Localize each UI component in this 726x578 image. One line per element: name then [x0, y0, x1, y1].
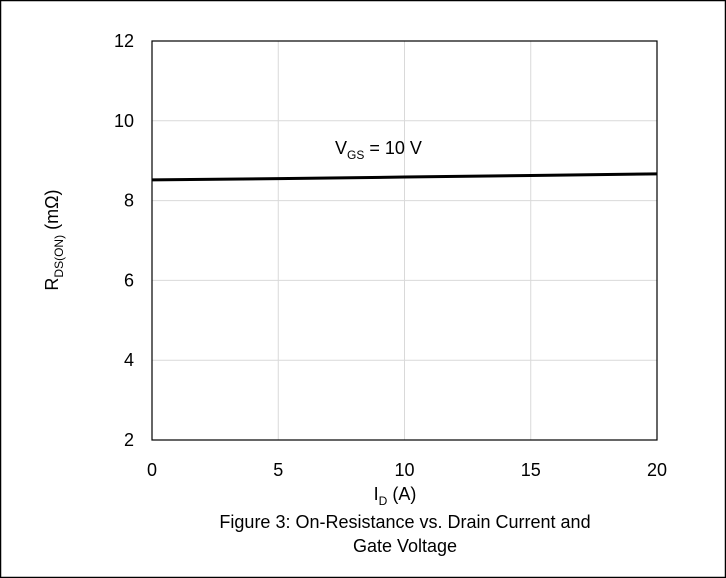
y-label-rest: (mΩ) [42, 189, 62, 234]
x-label-sub: D [379, 494, 388, 508]
annotation-sub: GS [347, 148, 364, 162]
x-tick-label: 0 [147, 460, 157, 480]
y-tick-label: 8 [124, 191, 134, 211]
x-axis-label: ID (A) [374, 484, 417, 508]
marks [151, 172, 658, 182]
plot-border [151, 40, 658, 441]
annotation: VGS = 10 V [335, 138, 422, 162]
y-tick-label: 6 [124, 270, 134, 290]
y-label-main: R [42, 278, 62, 291]
x-tick-label: 20 [647, 460, 667, 480]
line [151, 172, 658, 182]
x-tick-label: 15 [521, 460, 541, 480]
annotation-rest: = 10 V [364, 138, 422, 158]
x-tick-label: 5 [273, 460, 283, 480]
annotation-main: V [335, 138, 347, 158]
y-axis-label: RDS(ON) (mΩ) [42, 189, 66, 290]
y-tick-label: 12 [114, 31, 134, 51]
y-label-sub: DS(ON) [52, 235, 66, 278]
x-label-rest: (A) [387, 484, 416, 504]
caption-line: Figure 3: On-Resistance vs. Drain Curren… [219, 512, 590, 532]
caption-line: Gate Voltage [353, 536, 457, 556]
y-tick-label: 2 [124, 430, 134, 450]
x-tick-label: 10 [394, 460, 414, 480]
x-label-main: I [374, 484, 379, 504]
y-tick-label: 4 [124, 350, 134, 370]
y-tick-label: 10 [114, 111, 134, 131]
